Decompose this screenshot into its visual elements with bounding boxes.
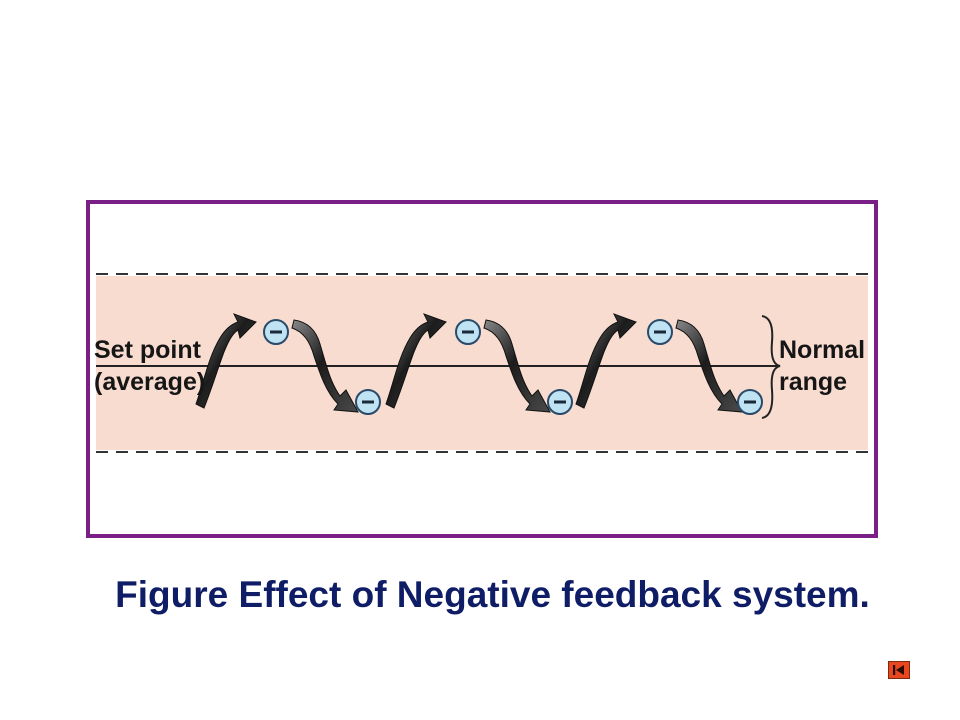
figure-frame: Set point (average) Normal range — [86, 200, 878, 538]
figure-caption: Figure Effect of Negative feedback syste… — [115, 574, 870, 615]
set-point-label-line2: (average) — [94, 368, 206, 396]
set-point-label: Set point (average) — [94, 334, 205, 398]
back-button[interactable] — [888, 661, 910, 679]
feedback-cycle-2 — [385, 313, 573, 415]
normal-range-label-line2: range — [779, 368, 848, 396]
brace-icon — [761, 315, 781, 419]
set-point-label-line1: Set point — [94, 336, 201, 364]
feedback-cycle-1 — [195, 313, 381, 415]
normal-range-label: Normal range — [779, 334, 865, 398]
normal-range-label-line1: Normal — [779, 336, 866, 364]
normal-range-band — [96, 276, 868, 450]
skip-back-icon — [893, 665, 904, 675]
feedback-diagram — [96, 273, 868, 453]
feedback-cycle-3 — [575, 313, 763, 415]
